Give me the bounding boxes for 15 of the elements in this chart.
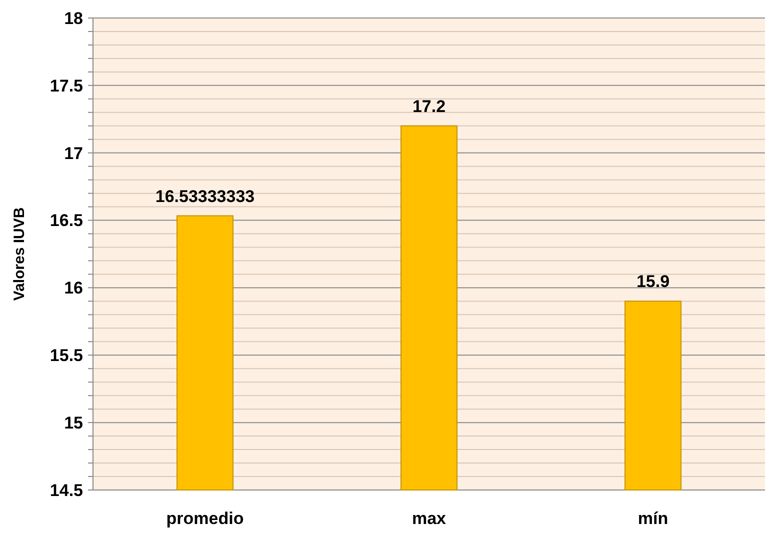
y-axis-title: Valores IUVB (11, 207, 28, 301)
y-tick-label: 17.5 (50, 76, 83, 96)
y-tick-label: 16.5 (50, 211, 83, 230)
data-label: 16.53333333 (155, 186, 255, 206)
x-tick-label: mín (638, 509, 668, 528)
y-tick-label: 17 (64, 144, 83, 163)
y-tick-label: 15 (64, 414, 83, 433)
y-tick-label: 16 (64, 278, 83, 298)
y-tick-label: 15.5 (50, 346, 83, 366)
y-tick-label: 18 (64, 8, 83, 28)
x-tick-label: promedio (166, 509, 244, 528)
data-label: 17.2 (412, 96, 446, 116)
x-tick-label: max (412, 509, 447, 528)
y-tick-label: 14.5 (50, 480, 83, 500)
data-label: 15.9 (636, 272, 670, 292)
